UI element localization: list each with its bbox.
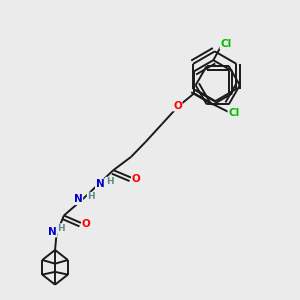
- Text: O: O: [173, 101, 182, 111]
- Text: O: O: [132, 174, 141, 184]
- Text: N: N: [74, 194, 82, 204]
- Text: Cl: Cl: [220, 39, 232, 49]
- Text: H: H: [57, 224, 65, 233]
- Text: H: H: [88, 193, 95, 202]
- Text: Cl: Cl: [228, 108, 239, 118]
- Text: N: N: [48, 227, 56, 237]
- Text: H: H: [106, 177, 113, 186]
- Text: N: N: [96, 179, 104, 189]
- Text: O: O: [82, 219, 91, 229]
